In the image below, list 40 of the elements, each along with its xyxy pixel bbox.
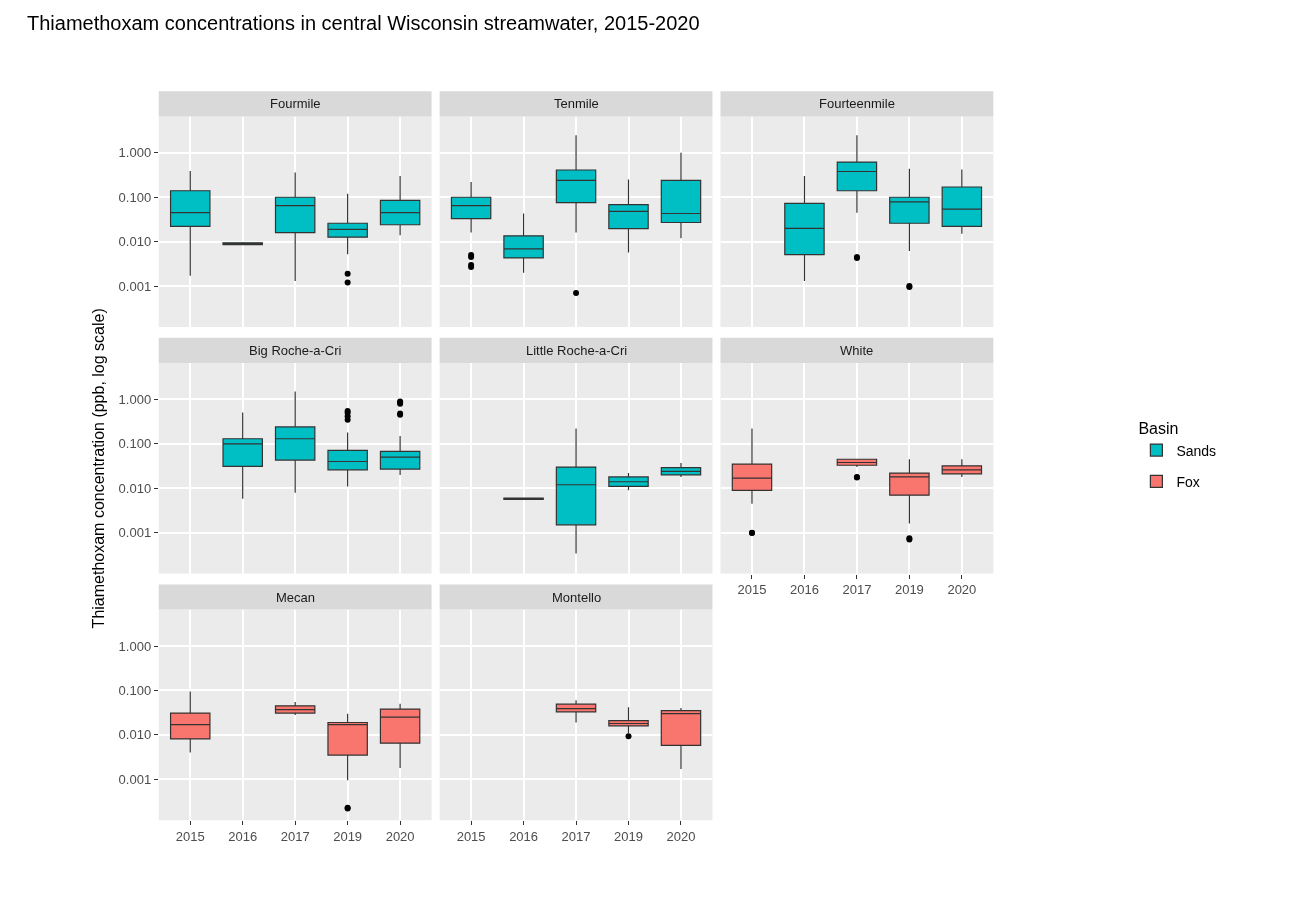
x-tick-label: 2016 [789,582,819,598]
chart-title: Fourteenmile [819,96,895,111]
x-tick-label: 2015 [737,582,767,598]
x-tick-label: 2016 [228,828,258,844]
x-tick-label: 2019 [614,828,643,844]
y-tick-label: 1.000 [118,391,152,407]
y-tick-label: 0.010 [118,727,152,743]
x-tick-label: 2017 [561,828,591,844]
x-tick-label: 2019 [894,582,924,598]
chart-title: Fourmile [270,96,321,111]
y-tick-label: 0.100 [118,189,152,205]
chart-title: White [840,343,874,358]
x-tick-label: 2015 [456,828,486,844]
x-tick-label: 2017 [280,828,310,844]
y-tick-label: 0.010 [118,234,152,250]
x-tick-label: 2016 [509,828,539,844]
chart-title: Little Roche-a-Cri [526,343,628,358]
x-tick-label: 2019 [333,828,363,844]
x-tick-label: 2020 [947,582,977,598]
chart-title: Mecan [276,590,316,605]
y-tick-label: 0.010 [118,480,152,496]
legend-label: Fox [1176,473,1200,490]
chart-title: Tenmile [554,96,599,111]
y-axis-title: Thiamethoxam concentration (ppb, log scale) [89,308,107,629]
y-tick-label: 0.001 [118,525,152,541]
x-tick-label: 2015 [175,828,205,844]
x-tick-label: 2020 [385,828,415,844]
text: Thiamethoxam concentrations in central Wisconsin streamwater, 2015-2020 [27,12,700,34]
legend-title: Basin [1138,420,1179,438]
y-tick-label: 0.001 [118,771,152,787]
chart-title: Big Roche-a-Cri [249,343,342,358]
x-tick-label: 2017 [842,582,872,598]
y-tick-label: 1.000 [118,145,152,161]
y-tick-label: 1.000 [118,638,152,654]
legend-label: Sands [1176,442,1217,459]
y-tick-label: 0.001 [118,278,152,294]
y-tick-label: 0.100 [118,436,152,452]
x-tick-label: 2020 [666,828,696,844]
chart-title: Montello [552,590,602,605]
y-tick-label: 0.100 [118,682,152,698]
